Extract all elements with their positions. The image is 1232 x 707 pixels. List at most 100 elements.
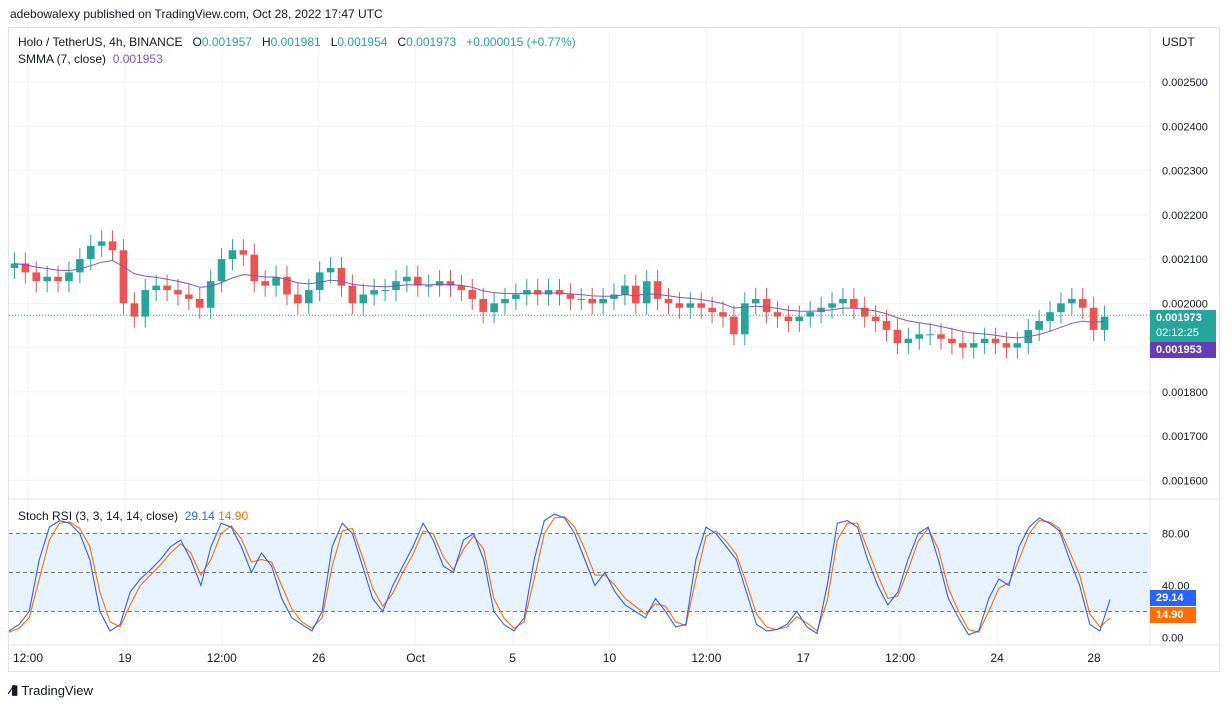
open-label: O	[192, 35, 202, 49]
candle-body	[806, 312, 815, 317]
candle-body	[403, 276, 411, 282]
tradingview-logo-icon: ⁄▮	[10, 682, 18, 697]
smma-value: 0.001953	[112, 52, 163, 66]
price-tick-label: 0.002300	[1162, 166, 1208, 178]
close-label: C	[397, 35, 407, 49]
last-price-tag: 0.001973 02:12:25	[1150, 310, 1216, 342]
candle-body	[1013, 343, 1022, 348]
candle-body	[610, 294, 618, 299]
candle-body	[653, 281, 662, 299]
candle-body	[32, 272, 41, 282]
stoch-rsi-k-value: 29.14	[184, 509, 215, 523]
candle-body	[97, 241, 106, 246]
candle-body	[871, 316, 880, 322]
time-tick-label: 12:00	[13, 651, 43, 665]
candle-body	[860, 307, 869, 317]
candle-body	[65, 272, 73, 282]
candle-body	[588, 298, 597, 304]
candle-body	[533, 290, 542, 295]
time-tick-label: 12:00	[885, 651, 915, 665]
candle-body	[708, 307, 716, 313]
candle-body	[839, 298, 847, 304]
candle-body	[479, 298, 488, 313]
candle-body	[741, 303, 749, 335]
symbol-label[interactable]: Holo / TetherUS, 4h, BINANCE	[18, 35, 183, 49]
candle-body	[21, 263, 30, 273]
currency-label: USDT	[1162, 35, 1195, 49]
candle-body	[424, 285, 433, 287]
time-tick-label: 19	[118, 651, 132, 665]
candle-body	[228, 250, 237, 260]
price-tick-label: 0.002200	[1162, 210, 1208, 222]
candle-body	[359, 294, 368, 304]
candle-body	[1046, 312, 1054, 322]
candle-body	[1089, 307, 1098, 330]
candle-body	[948, 338, 956, 344]
publisher-credit: adebowalexy published on TradingView.com…	[10, 7, 383, 21]
candle-body	[337, 267, 346, 286]
smma-legend[interactable]: SMMA (7, close) 0.001953	[18, 52, 163, 66]
stoch-rsi-legend[interactable]: Stoch RSI (3, 3, 14, 14, close) 29.14 14…	[18, 509, 248, 523]
candle-body	[544, 290, 553, 295]
price-tick-label: 0.002000	[1162, 298, 1208, 310]
candle-body	[1068, 298, 1076, 304]
candle-body	[599, 298, 607, 304]
stoch-rsi-k-tag: 29.14	[1150, 590, 1196, 606]
time-tick-label: 12:00	[207, 651, 237, 665]
price-tick-label: 0.002400	[1162, 121, 1208, 133]
candle-body	[141, 290, 150, 317]
price-tick-label: 0.001600	[1162, 475, 1208, 487]
candle-body	[980, 338, 989, 344]
candle-body	[773, 312, 782, 317]
candle-body	[185, 294, 193, 299]
candle-body	[294, 294, 302, 304]
rsi-tick-label: 80.00	[1162, 529, 1190, 541]
stoch-rsi-d-value: 14.90	[218, 509, 249, 523]
candlestick-series	[10, 230, 1109, 359]
chart-frame[interactable]	[8, 27, 1220, 672]
candle-body	[642, 281, 651, 304]
candle-body	[163, 285, 171, 291]
stoch-rsi-d-line	[8, 516, 1111, 633]
candle-body	[915, 334, 924, 339]
stoch-rsi-label: Stoch RSI (3, 3, 14, 14, close)	[18, 509, 179, 523]
candle-body	[174, 290, 182, 295]
smma-line	[14, 259, 1105, 339]
candle-body	[795, 316, 804, 322]
candle-body	[817, 307, 825, 313]
candle-body	[893, 329, 902, 344]
smma-label: SMMA (7, close)	[18, 52, 107, 66]
candle-body	[882, 321, 891, 330]
candle-body	[621, 285, 629, 295]
candle-body	[315, 272, 324, 291]
candle-body	[719, 312, 727, 317]
candle-body	[577, 298, 586, 300]
candle-body	[664, 298, 673, 304]
candle-body	[119, 250, 128, 304]
time-tick-label: 17	[797, 651, 811, 665]
candle-body	[937, 334, 945, 339]
candle-body	[555, 290, 564, 295]
candle-body	[501, 298, 509, 304]
candle-body	[566, 294, 575, 299]
tradingview-logo[interactable]: ⁄▮ TradingView	[10, 682, 93, 698]
candle-body	[272, 276, 280, 286]
smma-price-tag: 0.001953	[1150, 342, 1216, 358]
stoch-rsi-d-tag: 14.90	[1150, 607, 1196, 623]
time-tick-label: 10	[603, 651, 617, 665]
candle-body	[250, 254, 259, 282]
candle-body	[751, 298, 760, 304]
candle-body	[130, 303, 139, 317]
change-value: +0.000015 (+0.77%)	[466, 35, 576, 49]
candle-body	[686, 303, 695, 308]
price-tick-label: 0.002100	[1162, 254, 1208, 266]
low-value: 0.001954	[337, 35, 388, 49]
candle-body	[631, 285, 640, 304]
candle-body	[1078, 298, 1087, 308]
candle-body	[1057, 303, 1065, 313]
candle-body	[86, 245, 95, 260]
rsi-tick-label: 0.00	[1162, 632, 1183, 644]
price-legend: Holo / TetherUS, 4h, BINANCE O0.001957 H…	[18, 35, 576, 49]
candle-body	[828, 303, 836, 308]
